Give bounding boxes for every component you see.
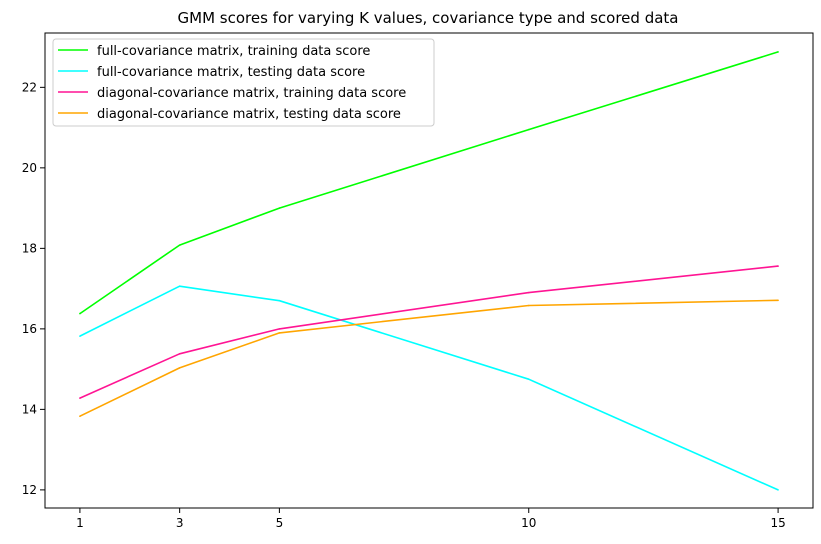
data-point [527,128,530,131]
data-point [777,489,779,491]
data-point [278,332,281,334]
data-point [278,328,281,330]
data-point [278,299,281,302]
legend-label: full-covariance matrix, training data sc… [97,44,370,59]
data-point [278,207,281,209]
x-tick-label: 1 [76,516,84,530]
legend-label: diagonal-covariance matrix, testing data… [97,107,401,122]
data-point [178,353,181,355]
data-point [178,285,181,287]
chart-title: GMM scores for varying K values, covaria… [178,9,679,27]
x-tick-label: 5 [276,516,284,530]
y-tick-label: 18 [22,241,37,255]
legend-label: diagonal-covariance matrix, training dat… [97,86,406,101]
legend-box [52,38,435,127]
data-point [527,378,530,380]
series-line-2 [79,265,779,399]
y-axis: 12 14 16 18 20 22 [22,80,45,497]
y-tick-label: 12 [22,483,37,497]
data-point [79,335,81,337]
y-tick-label: 16 [22,322,37,336]
x-tick-label: 15 [770,516,785,530]
y-tick-label: 14 [22,402,37,416]
data-point [777,265,779,267]
plot-area [44,32,814,509]
data-point [79,312,81,315]
series-line-3 [79,299,779,417]
legend: full-covariance matrix, training data sc… [52,38,435,127]
data-point [79,397,81,399]
x-axis: 1 3 5 10 15 [76,508,786,530]
data-point [178,367,181,369]
x-tick-label: 10 [521,516,536,530]
legend-label: full-covariance matrix, testing data sco… [97,65,365,80]
series-lines [79,51,779,491]
x-tick-label: 3 [176,516,184,530]
data-point [527,304,530,307]
y-tick-label: 20 [22,161,37,175]
data-point [79,415,81,418]
data-point [178,244,181,246]
y-tick-label: 22 [22,80,37,94]
data-point [527,291,530,294]
data-point [777,51,779,53]
data-point [777,299,779,302]
